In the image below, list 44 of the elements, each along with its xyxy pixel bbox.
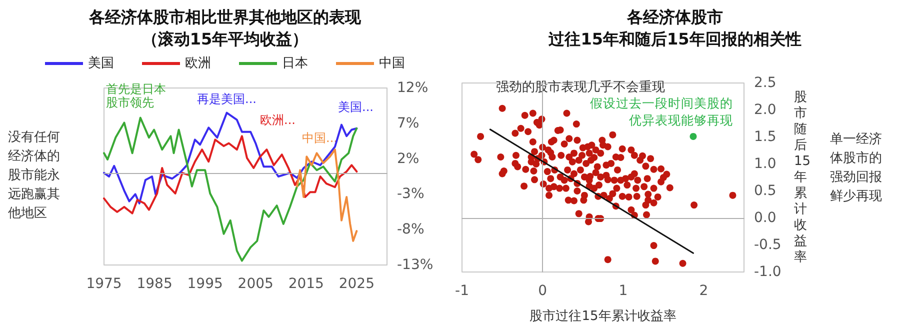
x-tick-label: 1985 bbox=[136, 276, 172, 292]
y-tick-label: -3% bbox=[397, 186, 424, 202]
x-tick-label: 2015 bbox=[288, 276, 324, 292]
x-tick-label: 1975 bbox=[86, 276, 122, 292]
y-tick-label: 7% bbox=[397, 115, 420, 132]
text: 股市随后15年累计收益率 bbox=[794, 90, 811, 265]
x-tick-label: 1 bbox=[618, 283, 628, 299]
x-axis-title: 股市过往15年累计收益率 bbox=[530, 308, 676, 324]
y-tick-label: 0.5 bbox=[754, 183, 776, 199]
annotation: 美国... bbox=[338, 100, 374, 114]
annotation: 假设过去一段时间美股的优异表现能够再现 bbox=[590, 95, 734, 128]
annotation: 首先是日本股市领先 bbox=[106, 82, 166, 110]
legend-label: 美国 bbox=[88, 55, 114, 71]
x-tick-label: -1 bbox=[455, 283, 469, 299]
legend-label: 日本 bbox=[282, 56, 308, 71]
chart-title: 各经济体股市 bbox=[626, 8, 723, 26]
y-tick-label: 2% bbox=[397, 150, 420, 167]
x-tick-label: 0 bbox=[538, 283, 548, 299]
x-tick-label: 1995 bbox=[187, 276, 223, 292]
y-tick-label: 2.0 bbox=[754, 102, 776, 118]
chart-subtitle: 过往15年和随后15年回报的相关性 bbox=[548, 30, 802, 48]
legend-label: 中国 bbox=[379, 56, 405, 71]
y-tick-label: -13% bbox=[397, 257, 434, 273]
chart-subtitle: （滚动15年平均收益） bbox=[142, 30, 308, 48]
y-tick-label: 2.5 bbox=[754, 75, 776, 91]
annotation: 欧洲... bbox=[260, 112, 296, 127]
y-tick-label: -8% bbox=[397, 222, 424, 238]
text: 没有任何经济体的股市能永远跑赢其他地区 bbox=[8, 130, 60, 221]
x-tick-label: 2005 bbox=[238, 276, 274, 292]
y-tick-label: -0.5 bbox=[754, 237, 782, 253]
annotation: 中国... bbox=[302, 130, 338, 145]
line-series bbox=[296, 148, 358, 242]
y-tick-label: 1.0 bbox=[754, 156, 776, 172]
y-tick-label: -1.0 bbox=[754, 264, 782, 280]
x-tick-label: 2025 bbox=[338, 276, 374, 292]
y-tick-label: 0.0 bbox=[754, 210, 776, 226]
legend-label: 欧洲 bbox=[185, 56, 211, 71]
annotation: 再是美国... bbox=[197, 92, 256, 106]
y-tick-label: 12% bbox=[397, 80, 428, 96]
y-tick-label: 1.5 bbox=[754, 129, 776, 145]
line-series bbox=[103, 112, 358, 204]
x-tick-label: 2 bbox=[699, 283, 708, 299]
text: 单一经济体股市的强劲回报鲜少再现 bbox=[830, 132, 882, 204]
chart-title: 各经济体股市相比世界其他地区的表现 bbox=[88, 8, 362, 26]
